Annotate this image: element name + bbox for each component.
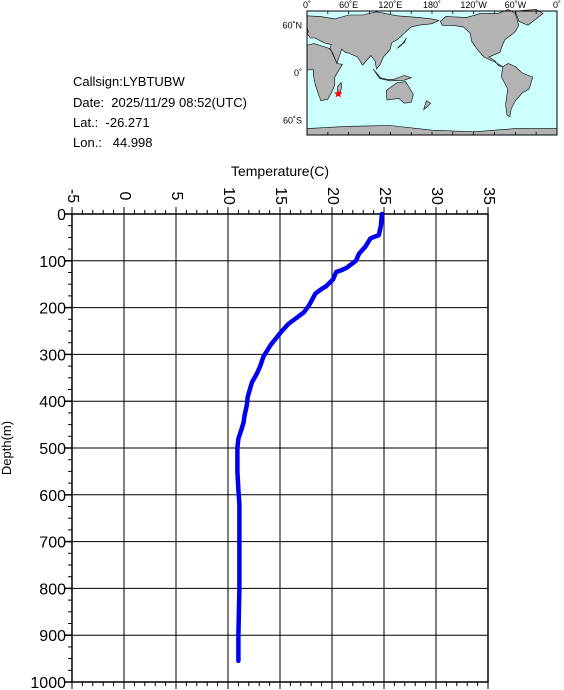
y-tick-label: 500 (39, 441, 66, 458)
x-tick-label: 25 (376, 187, 393, 205)
land-eurasia (306, 11, 440, 70)
x-tick-label: 20 (324, 187, 341, 205)
y-axis-label: Depth(m) (0, 421, 14, 475)
chart-grid (71, 213, 489, 683)
land-newzealand (423, 100, 432, 111)
map-lat-label: 0˚ (294, 68, 302, 78)
location-marker (334, 89, 343, 98)
x-tick-label: 5 (168, 192, 185, 201)
y-tick-label: 200 (39, 301, 66, 318)
x-tick-label: 35 (480, 187, 497, 205)
y-tick-label: 800 (39, 581, 66, 598)
map-lat-label: 60˚N (282, 20, 302, 30)
y-tick-label: 1000 (30, 675, 66, 690)
y-tick-label: 700 (39, 535, 66, 552)
callsign-text: Callsign:LYBTUBW (73, 74, 185, 89)
y-tick-label: 900 (39, 628, 66, 645)
map-lat-label: 60˚S (283, 116, 302, 126)
temperature-line (235, 211, 385, 664)
land-namerica (439, 9, 520, 67)
date-text: Date: 2025/11/29 08:52(UTC) (73, 95, 247, 110)
chart-frame (71, 213, 489, 683)
y-tick-label: 100 (39, 254, 66, 271)
x-axis-label: Temperature(C) (231, 163, 329, 179)
x-tick-label: 15 (272, 187, 289, 205)
map-frame-ticks (306, 11, 558, 135)
x-tick-label: -5 (64, 189, 81, 203)
y-tick-label: 400 (39, 394, 66, 411)
map-lon-label: 60˚E (339, 0, 358, 10)
map-longitude-labels: 0˚ 60˚E 120˚E 180˚ 120˚W 60˚W 0˚ (303, 0, 561, 10)
y-tick-labels: 0 100 200 300 400 500 600 700 800 900 1000 (30, 207, 66, 690)
land-samerica (501, 63, 534, 118)
map-lon-label: 180˚ (423, 0, 441, 10)
x-tick-labels: -5 0 5 10 15 20 25 30 35 (64, 187, 497, 205)
map-lon-label: 0˚ (553, 0, 561, 10)
x-tick-label: 30 (428, 187, 445, 205)
land-indonesia (372, 68, 413, 82)
land-australia (385, 81, 414, 104)
land-japan (397, 37, 407, 49)
y-tick-label: 300 (39, 347, 66, 364)
latitude-text: Lat.: -26.271 (73, 115, 150, 130)
y-tick-label: 0 (57, 207, 66, 224)
location-map: 0˚ 60˚E 120˚E 180˚ 120˚W 60˚W 0˚ 60˚N0˚60˚S (282, 0, 561, 136)
temperature-series (235, 211, 385, 664)
map-latitude-labels: 60˚N 0˚ 60˚S (282, 20, 302, 125)
map-lon-label: 120˚W (460, 0, 487, 10)
map-lon-label: 0˚ (303, 0, 311, 10)
y-tick-label: 600 (39, 488, 66, 505)
star-icon (334, 89, 343, 98)
map-lon-label: 120˚E (378, 0, 402, 10)
longitude-text: Lon.: 44.998 (73, 135, 153, 150)
land-africa (306, 43, 343, 102)
map-lon-label: 60˚W (505, 0, 527, 10)
temperature-profile-chart: -5 0 5 10 15 20 25 30 35 0 100 200 300 400 500 600 700 8… (0, 163, 497, 690)
x-tick-label: 0 (116, 192, 133, 201)
x-tick-label: 10 (220, 187, 237, 205)
